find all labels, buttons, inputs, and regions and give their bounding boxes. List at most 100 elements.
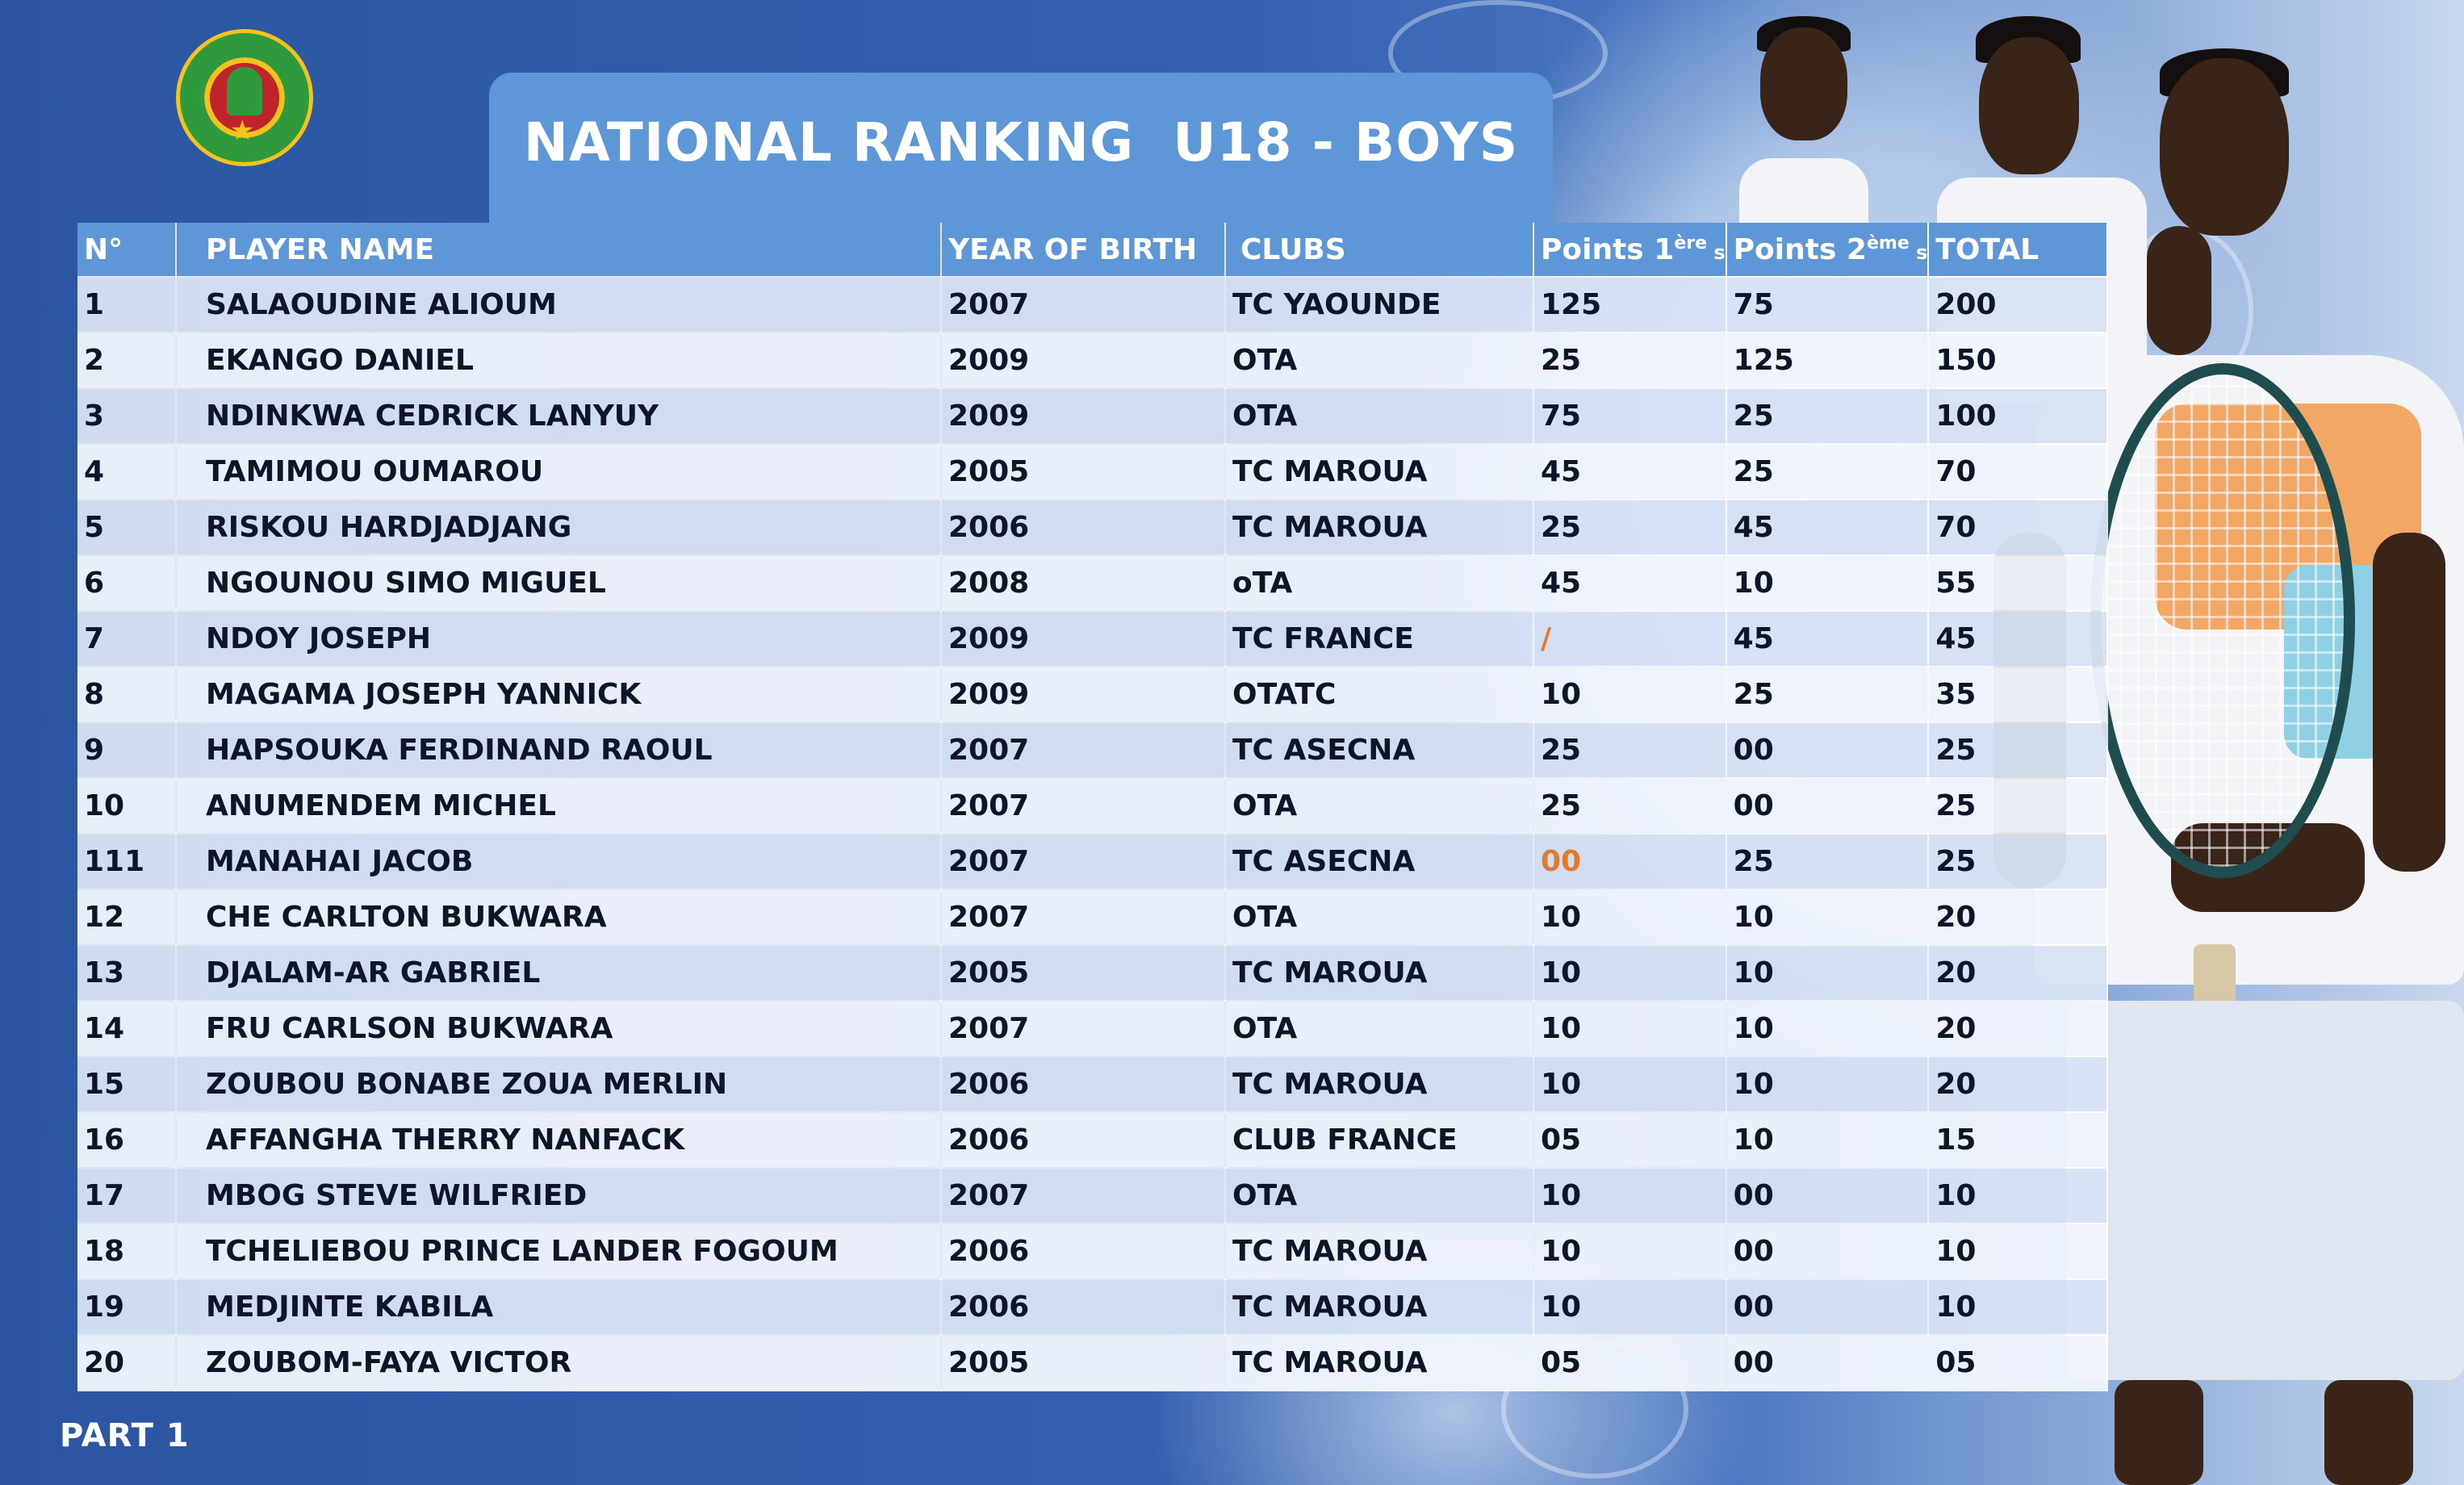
- cell-club: OTA: [1225, 1168, 1534, 1224]
- cell-points-1: 05: [1533, 1112, 1727, 1169]
- cell-player-name: NDOY JOSEPH: [176, 611, 942, 667]
- cell-points-2: 10: [1726, 1112, 1930, 1169]
- table-row: 13 DJALAM-AR GABRIEL 2005 TC MAROUA 10 10 20: [77, 945, 2109, 1002]
- page-title: NATIONAL RANKING U18 - BOYS: [523, 111, 1519, 174]
- table-row: 15 ZOUBOU BONABE ZOUA MERLIN 2006 TC MAROUA…: [77, 1056, 2109, 1113]
- points-1-label: Points 1: [1541, 232, 1675, 266]
- cell-year-of-birth: 2007: [941, 1001, 1226, 1057]
- col-header-number: N°: [77, 223, 177, 278]
- cell-points-1: 10: [1533, 1168, 1727, 1224]
- cell-rank: 18: [77, 1224, 177, 1280]
- table-row: 7 NDOY JOSEPH 2009 TC FRANCE/45 45: [77, 611, 2109, 667]
- table-row: 16 AFFANGHA THERRY NANFACK 2006 CLUB FRANCE…: [77, 1112, 2109, 1169]
- ranking-table: N° PLAYER NAME YEAR OF BIRTH CLUBS Point…: [77, 223, 2109, 1391]
- cell-points-2: 10: [1726, 1001, 1930, 1057]
- cell-points-2: 125: [1726, 333, 1930, 389]
- cell-club: TC MAROUA: [1225, 444, 1534, 500]
- cell-year-of-birth: 2005: [941, 1335, 1226, 1391]
- cell-rank: 15: [77, 1056, 177, 1113]
- cell-year-of-birth: 2009: [941, 333, 1226, 389]
- cell-rank: 14: [77, 1001, 177, 1057]
- cell-player-name: DJALAM-AR GABRIEL: [176, 945, 942, 1002]
- cell-points-2: 10: [1726, 889, 1930, 946]
- table-row: 20 ZOUBOM-FAYA VICTOR 2005 TC MAROUA 05 00 05: [77, 1335, 2109, 1391]
- cell-rank: 12: [77, 889, 177, 946]
- cell-total: 150: [1928, 333, 2109, 389]
- cell-player-name: TAMIMOU OUMAROU: [176, 444, 942, 500]
- cell-points-1: 25: [1533, 500, 1727, 556]
- cell-year-of-birth: 2006: [941, 1112, 1226, 1169]
- cell-year-of-birth: 2007: [941, 889, 1226, 946]
- cell-points-1: 125: [1533, 277, 1727, 333]
- cell-player-name: MEDJINTE KABILA: [176, 1279, 942, 1336]
- title-banner: NATIONAL RANKING U18 - BOYS: [489, 73, 1553, 226]
- cell-club: TC YAOUNDE: [1225, 277, 1534, 333]
- cell-club: TC ASECNA: [1225, 834, 1534, 890]
- cell-player-name: NDINKWA CEDRICK LANYUY: [176, 388, 942, 445]
- cell-points-1: 10: [1533, 1279, 1727, 1336]
- cell-rank: 2: [77, 333, 177, 389]
- cell-year-of-birth: 2005: [941, 945, 1226, 1002]
- cell-year-of-birth: 2008: [941, 555, 1226, 612]
- cell-points-2: 00: [1726, 778, 1930, 835]
- cell-points-1: 45: [1533, 444, 1727, 500]
- cell-points-1: 10: [1533, 1001, 1727, 1057]
- col-header-total: TOTAL: [1928, 223, 2109, 278]
- cell-club: TC MAROUA: [1225, 500, 1534, 556]
- cell-year-of-birth: 2006: [941, 500, 1226, 556]
- cell-points-1: 05: [1533, 1335, 1727, 1391]
- cell-year-of-birth: 2007: [941, 778, 1226, 835]
- cell-total: 200: [1928, 277, 2109, 333]
- cell-club: OTA: [1225, 1001, 1534, 1057]
- col-header-player-name-label: PLAYER NAME: [206, 232, 435, 266]
- cell-points-2: 00: [1726, 1279, 1930, 1336]
- cell-total: 70: [1928, 444, 2109, 500]
- star-icon: ★: [230, 115, 255, 147]
- cell-club: CLUB FRANCE: [1225, 1112, 1534, 1169]
- cell-points-2: 45: [1726, 611, 1930, 667]
- cell-total: 20: [1928, 889, 2109, 946]
- cell-total: 20: [1928, 1001, 2109, 1057]
- cell-club: TC MAROUA: [1225, 1224, 1534, 1280]
- cell-club: TC MAROUA: [1225, 945, 1534, 1002]
- table-row: 1 SALAOUDINE ALIOUM 2007 TC YAOUNDE 125 75 200: [77, 277, 2109, 333]
- cell-points-2: 10: [1726, 1056, 1930, 1113]
- cell-points-1: /: [1533, 611, 1727, 667]
- points-2-sup: ème: [1866, 232, 1910, 253]
- cell-points-1: 10: [1533, 1056, 1727, 1113]
- cell-year-of-birth: 2009: [941, 611, 1226, 667]
- cell-year-of-birth: 2009: [941, 667, 1226, 723]
- cell-club: OTA: [1225, 778, 1534, 835]
- tennis-racket-icon: [2090, 363, 2355, 878]
- cell-total: 10: [1928, 1279, 2109, 1336]
- cell-rank: 10: [77, 778, 177, 835]
- cell-points-2: 00: [1726, 1335, 1930, 1391]
- player-photo: [1739, 16, 1868, 226]
- cell-year-of-birth: 2006: [941, 1224, 1226, 1280]
- cell-points-1: 10: [1533, 945, 1727, 1002]
- cell-total: 35: [1928, 667, 2109, 723]
- cell-club: TC FRANCE: [1225, 611, 1534, 667]
- cell-club: TC MAROUA: [1225, 1056, 1534, 1113]
- cell-rank: 17: [77, 1168, 177, 1224]
- cell-player-name: MAGAMA JOSEPH YANNICK: [176, 667, 942, 723]
- points-1-sup: ère: [1674, 232, 1708, 253]
- federation-logo: ★: [176, 29, 313, 166]
- cell-player-name: ZOUBOM-FAYA VICTOR: [176, 1335, 942, 1391]
- cell-rank: 8: [77, 667, 177, 723]
- cell-player-name: RISKOU HARDJADJANG: [176, 500, 942, 556]
- cell-points-2: 00: [1726, 1224, 1930, 1280]
- cell-points-1: 25: [1533, 778, 1727, 835]
- cell-points-1: 00: [1533, 834, 1727, 890]
- table-row: 6 NGOUNOU SIMO MIGUEL 2008 oTA 45 10 55: [77, 555, 2109, 612]
- cell-rank: 6: [77, 555, 177, 612]
- cell-rank: 19: [77, 1279, 177, 1336]
- cell-total: 10: [1928, 1224, 2109, 1280]
- cell-player-name: SALAOUDINE ALIOUM: [176, 277, 942, 333]
- cell-points-2: 25: [1726, 388, 1930, 445]
- cell-club: OTATC: [1225, 667, 1534, 723]
- cell-rank: 111: [77, 834, 177, 890]
- table-row: 10 ANUMENDEM MICHEL 2007 OTA 25 00 25: [77, 778, 2109, 835]
- table-row: 14 FRU CARLSON BUKWARA 2007 OTA 10 10 20: [77, 1001, 2109, 1057]
- cell-year-of-birth: 2006: [941, 1056, 1226, 1113]
